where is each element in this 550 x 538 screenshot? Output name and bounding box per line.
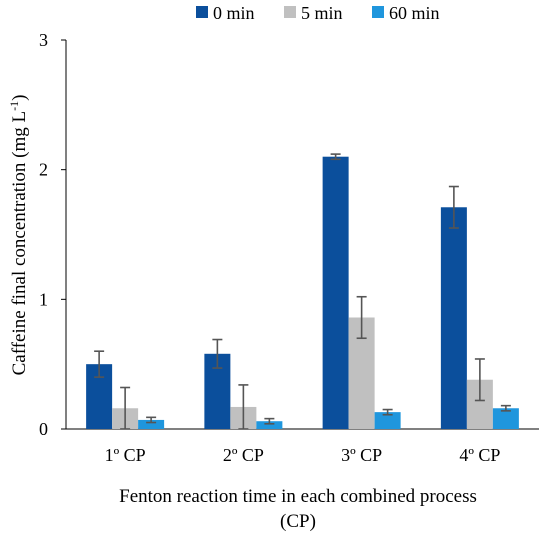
x-tick-label: 3º CP (341, 445, 382, 465)
legend-label: 0 min (213, 3, 255, 23)
x-axis-label-line1: Fenton reaction time in each combined pr… (119, 486, 477, 507)
bar-60-min-3 (374, 412, 401, 429)
legend-label: 5 min (301, 3, 343, 23)
legend-swatch (284, 6, 296, 18)
bar-60-min-4 (492, 408, 519, 429)
x-tick-label: 2º CP (223, 445, 264, 465)
error-bar (120, 386, 131, 430)
x-tick-label: 1º CP (105, 445, 146, 465)
x-axis-ticks: 1º CP 2º CP 3º CP 4º CP (105, 445, 501, 465)
bar-0-min-4 (440, 207, 467, 429)
error-bar (264, 417, 275, 425)
legend-swatch (196, 6, 208, 18)
error-bar (500, 404, 511, 412)
y-axis-label: Caffeine final concentration (mg L-1) (7, 95, 30, 376)
legend: 0 min 5 min 60 min (196, 3, 440, 23)
error-bar (94, 350, 105, 378)
y-tick-label: 2 (39, 160, 48, 180)
y-axis-ticks: 0 1 2 3 (39, 30, 66, 439)
error-bar (238, 384, 249, 430)
bars-group (86, 153, 519, 430)
error-bar (448, 185, 459, 229)
legend-item-60-min: 60 min (372, 3, 440, 23)
error-bar (474, 358, 485, 402)
legend-item-0-min: 0 min (196, 3, 255, 23)
legend-label: 60 min (389, 3, 440, 23)
legend-item-5-min: 5 min (284, 3, 343, 23)
legend-swatch (372, 6, 384, 18)
x-axis-label-line2: (CP) (280, 511, 316, 532)
x-tick-label: 4º CP (459, 445, 500, 465)
error-bar (146, 416, 157, 424)
y-tick-label: 0 (39, 419, 48, 439)
error-bar (212, 338, 223, 369)
bar-0-min-3 (322, 156, 349, 429)
bar-60-min-1 (138, 419, 165, 429)
error-bar (356, 295, 367, 340)
y-tick-label: 3 (39, 30, 48, 50)
error-bar (382, 408, 393, 416)
bar-60-min-2 (256, 421, 283, 429)
y-tick-label: 1 (39, 289, 48, 309)
error-bar (330, 153, 341, 161)
